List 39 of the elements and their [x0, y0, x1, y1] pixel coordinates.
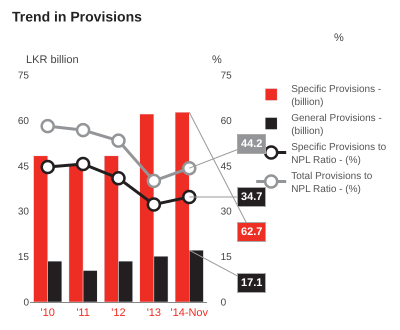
data-label: 62.7 [241, 226, 262, 238]
y2-tick-label: 45 [220, 161, 232, 172]
y2-tick-label: 60 [220, 116, 232, 127]
point [146, 174, 162, 188]
legend-label: Specific Provisions - (billion) [291, 84, 382, 108]
legend-label: General Provisions - (billion) [291, 112, 382, 137]
y2-tick-label: 75 [220, 70, 232, 82]
x-tick-label: '12 [111, 307, 126, 320]
point [111, 170, 126, 186]
point [76, 122, 90, 138]
x-tick-label: '14-Nov [170, 307, 209, 320]
y-tick-label: 45 [18, 161, 30, 172]
point [40, 160, 55, 174]
x-tick-label: '11 [76, 307, 90, 320]
legend-label: Total Provisions to NPL Ratio - (%) [291, 170, 373, 195]
text: % [334, 32, 344, 44]
y-tick-label: 0 [23, 298, 30, 308]
y2-tick-label: 30 [220, 206, 232, 218]
y2-tick-label: 0 [220, 298, 227, 308]
y2-axis-title: % [212, 54, 222, 66]
point [76, 156, 90, 172]
y2-tick-label: 15 [220, 252, 232, 264]
point [182, 160, 197, 176]
y-axis-title: LKR billion [26, 54, 79, 66]
point [40, 118, 55, 134]
chart-title: Trend in Provisions [12, 8, 142, 24]
data-label: 44.2 [241, 138, 262, 150]
y-tick-label: 75 [18, 70, 30, 82]
point [146, 197, 162, 212]
point [111, 133, 126, 148]
data-label: 34.7 [241, 191, 262, 203]
x-tick-label: '10 [40, 307, 55, 320]
data-label: 17.1 [241, 277, 262, 289]
point [182, 190, 197, 204]
x-tick-label: '13 [146, 307, 162, 320]
y-tick-label: 15 [18, 252, 30, 264]
y-tick-label: 30 [18, 206, 30, 218]
y-tick-label: 60 [18, 116, 30, 127]
legend-label: Specific Provisions to NPL Ratio - (%) [291, 142, 387, 166]
